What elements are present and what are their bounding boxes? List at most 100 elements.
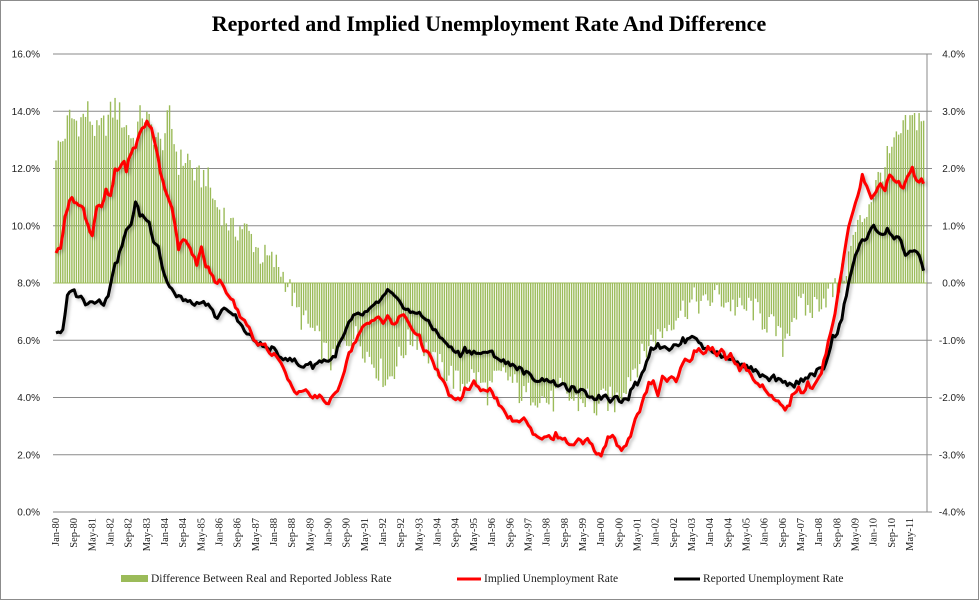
difference-bar [845, 276, 848, 283]
x-tick-label: Jan-90 [324, 518, 335, 546]
difference-bar [273, 267, 275, 283]
difference-bar [893, 137, 895, 283]
x-tick-label: Jan-10 [869, 518, 880, 546]
difference-bar [375, 283, 377, 379]
difference-bar [802, 283, 804, 294]
x-tick-label: Sep-82 [124, 518, 135, 548]
difference-bar [214, 200, 216, 283]
x-tick-label: Sep-94 [451, 517, 462, 547]
difference-bar [205, 186, 207, 283]
difference-bar [679, 283, 682, 311]
difference-bar [300, 283, 302, 330]
x-tick-label: Jan-84 [160, 517, 171, 546]
difference-bar [729, 283, 732, 312]
x-tick-label: May-81 [87, 518, 98, 551]
x-tick-label: May-95 [469, 518, 480, 551]
x-tick-label: Sep-04 [723, 517, 734, 547]
difference-bar [657, 283, 659, 330]
difference-bar [798, 283, 800, 297]
difference-bar [727, 283, 729, 303]
difference-bar [859, 215, 861, 283]
difference-bar [536, 283, 539, 408]
right-tick-label: -1.0% [939, 336, 965, 347]
difference-bar [532, 283, 534, 403]
x-tick-label: Sep-92 [396, 518, 407, 548]
difference-bar [139, 105, 141, 284]
difference-bar [486, 283, 489, 406]
difference-bar [884, 167, 886, 283]
x-tick-label: Sep-88 [287, 518, 298, 548]
difference-bar [870, 202, 873, 283]
legend-swatch-difference [121, 575, 148, 582]
difference-bar [709, 283, 711, 307]
x-tick-label: May-01 [632, 518, 643, 551]
difference-bar [341, 283, 343, 339]
difference-bar [688, 283, 691, 303]
difference-bar [198, 165, 200, 283]
difference-bar [159, 138, 162, 283]
difference-bar [670, 283, 673, 331]
x-tick-label: May-05 [741, 518, 752, 551]
difference-bar [59, 141, 62, 283]
difference-bar [68, 109, 71, 283]
difference-bar [786, 283, 789, 334]
difference-bar [255, 246, 257, 283]
left-tick-label: 14.0% [12, 107, 40, 118]
difference-bar [847, 251, 850, 283]
difference-bar [243, 223, 246, 283]
right-tick-label: 4.0% [942, 50, 965, 61]
difference-bar [559, 283, 561, 378]
difference-bar [807, 283, 809, 306]
difference-bar [130, 138, 132, 283]
difference-bar [177, 174, 180, 283]
difference-bar [514, 283, 516, 375]
difference-bar [314, 283, 316, 332]
difference-bar [813, 283, 816, 297]
difference-bar [361, 283, 364, 359]
difference-bar [261, 262, 264, 283]
x-tick-label: Jan-88 [269, 518, 280, 546]
difference-bar [913, 113, 916, 283]
difference-bar [811, 283, 814, 318]
difference-bar [234, 236, 237, 283]
difference-bar [868, 204, 870, 283]
difference-bar [861, 222, 864, 283]
difference-bar [754, 283, 757, 299]
difference-bar [691, 283, 693, 300]
difference-bar [707, 283, 709, 301]
difference-bar [738, 283, 741, 298]
difference-bar [225, 223, 228, 283]
difference-bar [557, 283, 559, 388]
difference-bar [112, 117, 114, 283]
difference-bar [777, 283, 779, 327]
difference-bar [402, 283, 405, 359]
difference-bar [911, 115, 913, 283]
x-tick-label: Jan-08 [814, 518, 825, 546]
difference-bar [327, 283, 330, 363]
difference-bar [684, 283, 686, 317]
difference-bar [189, 160, 191, 283]
difference-bar [611, 283, 614, 400]
difference-bar [414, 283, 416, 334]
difference-bar [634, 283, 636, 369]
difference-bar [250, 233, 253, 283]
difference-bar [386, 283, 389, 380]
difference-bar [529, 283, 532, 406]
difference-bar [677, 283, 680, 318]
difference-bar [757, 283, 759, 303]
left-tick-label: 4.0% [17, 393, 40, 404]
difference-bar [259, 263, 262, 283]
difference-bar [268, 255, 271, 283]
difference-bar [718, 283, 720, 295]
difference-bar [368, 283, 371, 357]
gridlines [53, 53, 927, 513]
difference-bar [164, 133, 166, 283]
difference-bar [93, 135, 96, 283]
difference-bar [286, 283, 289, 288]
difference-bar [441, 283, 443, 363]
difference-bar [80, 117, 82, 283]
difference-bar [137, 121, 139, 284]
difference-bar [800, 283, 802, 298]
difference-bar [591, 283, 593, 396]
difference-bar [307, 283, 309, 324]
